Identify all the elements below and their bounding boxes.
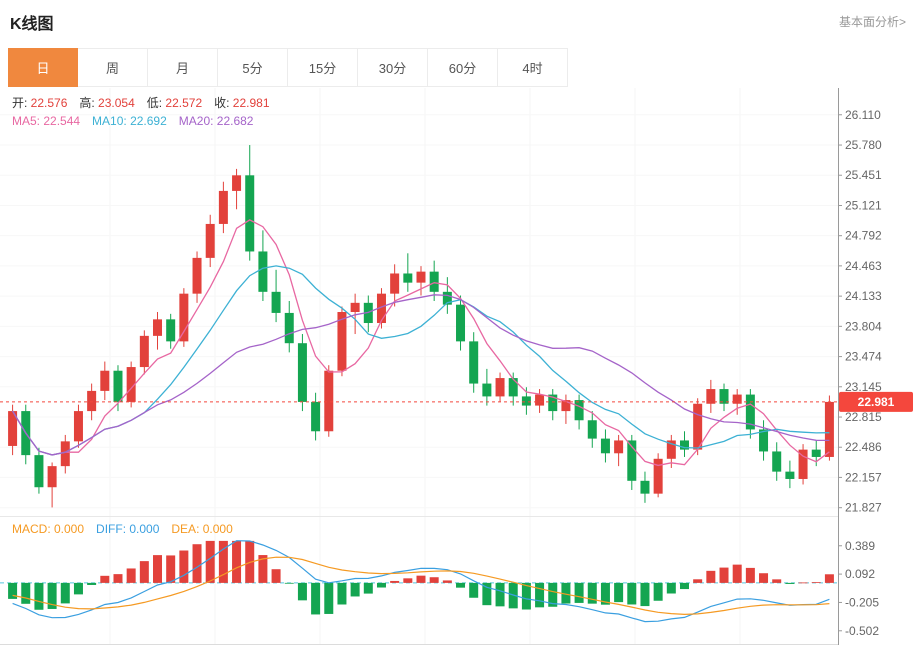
candles (8, 145, 834, 508)
legend-value: 0.000 (129, 522, 160, 536)
current-price-marker: 22.981 (0, 391, 913, 412)
legend-label: MA10: (92, 114, 131, 128)
price-tick-label: 23.474 (845, 350, 882, 364)
legend-label: 低: (146, 96, 166, 110)
legend-value: 0.000 (202, 522, 233, 536)
legend-label: DEA: (171, 522, 203, 536)
grid (0, 88, 838, 644)
legend-item: 低: 22.572 (147, 96, 202, 110)
current-price-text: 22.981 (858, 395, 895, 409)
price-tick-label: 25.121 (845, 198, 882, 212)
legend-item: 收: 22.981 (214, 96, 269, 110)
macd-pane (0, 540, 838, 623)
page-title: K线图 (10, 16, 54, 33)
page-header: K线图 基本面分析> (0, 0, 914, 48)
legend-item: MA10: 22.692 (92, 114, 167, 128)
ma20-line (12, 294, 830, 456)
price-axis: 26.110 25.780 25.451 25.121 24.792 24.463 24.1… (0, 88, 882, 645)
legend-label: 高: (79, 96, 99, 110)
macd-legend: MACD: 0.000 DIFF: 0.000 DEA: 0.000 (12, 522, 245, 536)
legend-item: MACD: 0.000 (12, 522, 84, 536)
price-tick-label: 22.157 (845, 470, 882, 484)
price-tick-label: 23.804 (845, 319, 882, 333)
ohlc-legend: 开: 22.576 高: 23.054 低: 22.572 收: 22.981 (12, 94, 282, 111)
legend-value: 22.544 (43, 114, 81, 128)
legend-value: 22.981 (232, 96, 270, 110)
dea-line (12, 556, 830, 616)
legend-value: 22.572 (165, 96, 203, 110)
timeframe-tab-2[interactable]: 周 (78, 48, 148, 87)
legend-item: MA20: 22.682 (179, 114, 254, 128)
legend-label: MA20: (178, 114, 217, 128)
timeframe-tab-8[interactable]: 4时 (498, 48, 568, 87)
price-tick-label: 24.463 (845, 259, 882, 273)
legend-label: DIFF: (96, 522, 130, 536)
macd-tick-label: -0.502 (845, 624, 879, 638)
legend-value: 0.000 (54, 522, 85, 536)
timeframe-tab-4[interactable]: 5分 (218, 48, 288, 87)
ma10-line (12, 265, 830, 456)
ma-legend: MA5: 22.544 MA10: 22.692 MA20: 22.682 (12, 114, 265, 128)
price-tick-label: 26.110 (845, 108, 881, 122)
price-tick-label: 21.827 (845, 501, 882, 515)
legend-label: MA5: (12, 114, 44, 128)
current-price-tag (839, 391, 913, 412)
fundamental-analysis-link[interactable]: 基本面分析> (838, 15, 906, 29)
timeframe-tab-3[interactable]: 月 (148, 48, 218, 87)
timeframe-tab-5[interactable]: 15分 (288, 48, 358, 87)
price-tick-label: 24.792 (845, 229, 882, 243)
legend-item: MA5: 22.544 (12, 114, 80, 128)
price-tick-label: 25.780 (845, 138, 882, 152)
ma5-line (12, 219, 830, 467)
timeframe-tab-6[interactable]: 30分 (358, 48, 428, 87)
chart-area: 26.110 25.780 25.451 25.121 24.792 24.463 24.1… (0, 88, 914, 647)
timeframe-tab-7[interactable]: 60分 (428, 48, 498, 87)
legend-value: 22.692 (130, 114, 167, 128)
price-tick-label: 25.451 (845, 168, 882, 182)
kline-chart: 26.110 25.780 25.451 25.121 24.792 24.463 24.1… (0, 88, 913, 645)
legend-item: 开: 22.576 (12, 96, 67, 110)
price-tick-label: 22.486 (845, 440, 882, 454)
legend-label: 收: (214, 96, 233, 110)
price-tick-label: 24.133 (845, 289, 882, 303)
legend-label: 开: (12, 96, 31, 110)
legend-item: 高: 23.054 (79, 96, 134, 110)
timeframe-tab-1[interactable]: 日 (8, 48, 78, 87)
macd-tick-label: -0.205 (845, 595, 879, 609)
timeframe-tabs: 日周月 5分 15分 30分 60分 4时 (0, 48, 914, 88)
legend-value: 22.576 (30, 96, 68, 110)
price-tick-label: 23.145 (845, 380, 882, 394)
legend-label: MACD: (12, 522, 54, 536)
legend-value: 22.682 (216, 114, 254, 128)
macd-tick-label: 0.389 (845, 539, 875, 553)
legend-value: 23.054 (98, 96, 135, 110)
legend-item: DIFF: 0.000 (96, 522, 159, 536)
macd-tick-label: 0.092 (845, 567, 875, 581)
legend-item: DEA: 0.000 (171, 522, 232, 536)
ma-lines (12, 219, 830, 467)
price-tick-label: 22.815 (845, 410, 882, 424)
